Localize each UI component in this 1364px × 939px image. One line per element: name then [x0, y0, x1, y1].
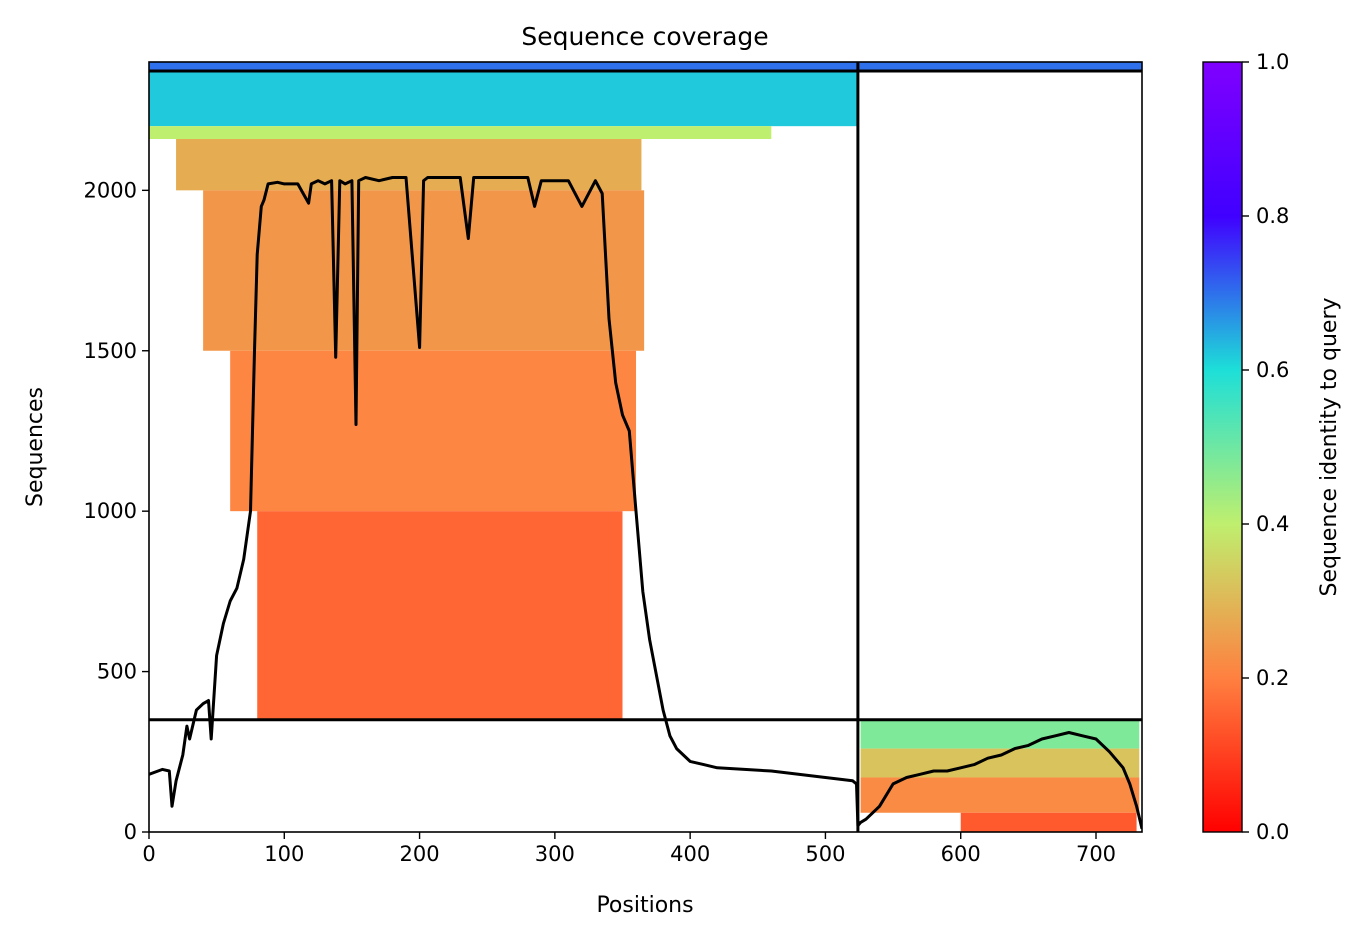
x-axis: 0 100 200 300 400 500 600 700 — [142, 832, 1116, 866]
y-tick-label: 0 — [124, 820, 137, 844]
colorbar-label: Sequence identity to query — [1317, 297, 1342, 596]
x-axis-label: Positions — [596, 893, 693, 918]
alignment-block — [960, 812, 1137, 832]
y-tick-label: 1000 — [84, 499, 137, 523]
coverage-line — [149, 176, 1142, 830]
y-tick-label: 500 — [97, 660, 137, 684]
x-tick-label: 700 — [1076, 842, 1116, 866]
x-tick-label: 200 — [400, 842, 440, 866]
alignment-block — [176, 139, 642, 191]
alignment-block — [149, 70, 858, 127]
colorbar-tick-label: 0.6 — [1256, 358, 1289, 382]
alignment-block — [860, 748, 1140, 778]
y-axis: 0 500 1000 1500 2000 — [84, 178, 149, 844]
colorbar-tick-label: 0.8 — [1256, 204, 1289, 228]
x-tick-label: 100 — [264, 842, 304, 866]
alignment-block — [257, 511, 623, 720]
alignment-block — [860, 719, 1140, 749]
x-tick-label: 400 — [670, 842, 710, 866]
alignment-block — [857, 62, 1142, 71]
colorbar-tick-label: 0.2 — [1256, 666, 1289, 690]
x-tick-label: 500 — [805, 842, 845, 866]
chain-boundary-lines — [149, 62, 1142, 832]
colorbar — [1202, 61, 1243, 833]
x-tick-label: 600 — [941, 842, 981, 866]
colorbar-tick-label: 0.0 — [1256, 820, 1289, 844]
coverage-line-layer — [149, 176, 1142, 830]
alignment-block — [149, 62, 858, 71]
x-tick-label: 0 — [142, 842, 155, 866]
plot-frame — [148, 61, 1143, 833]
alignment-block — [860, 777, 1140, 813]
colorbar-tick-label: 0.4 — [1256, 512, 1289, 536]
y-axis-label: Sequences — [23, 387, 48, 507]
alignment-heatmap — [149, 62, 1142, 832]
x-tick-label: 300 — [535, 842, 575, 866]
alignment-block — [230, 350, 637, 512]
colorbar-axis: 0.0 0.2 0.4 0.6 0.8 1.0 — [1242, 50, 1289, 844]
colorbar-tick-label: 1.0 — [1256, 50, 1289, 74]
alignment-block — [149, 126, 772, 139]
chart-title: Sequence coverage — [521, 22, 768, 51]
y-tick-label: 2000 — [84, 178, 137, 202]
y-tick-label: 1500 — [84, 339, 137, 363]
